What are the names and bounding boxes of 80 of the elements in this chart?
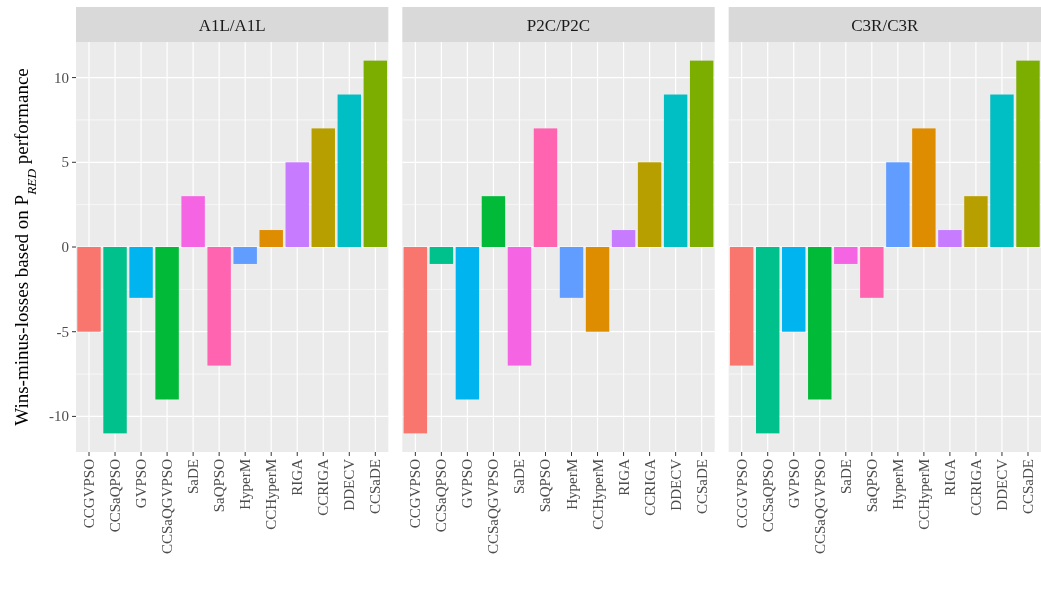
bar: [756, 247, 780, 434]
x-tick-label: GVPSO: [785, 458, 802, 509]
y-tick-label: 10: [54, 69, 69, 86]
x-tick-label: DDECV: [667, 458, 684, 511]
bar: [233, 247, 257, 264]
x-tick-label: CCSaQPSO: [107, 458, 124, 533]
x-tick-label: SaQPSO: [863, 458, 880, 513]
chart-title: C3R/C3R: [851, 15, 920, 35]
bar: [129, 247, 153, 298]
x-tick-label: CCSaDE: [693, 459, 710, 515]
x-tick-label: HyperM: [563, 459, 580, 510]
x-tick-label: SaQPSO: [211, 458, 228, 513]
x-tick-label: SaQPSO: [537, 458, 554, 513]
x-tick-label: CCRIGA: [967, 458, 984, 516]
y-tick-label: 0: [61, 239, 69, 255]
x-tick-label: CCGVPSO: [733, 458, 750, 529]
bar: [663, 94, 688, 247]
bar: [559, 247, 584, 298]
bar: [637, 162, 662, 247]
bar: [990, 94, 1014, 247]
bar: [834, 247, 858, 264]
x-tick-label: RIGA: [289, 458, 306, 496]
bar: [363, 60, 388, 247]
bar: [729, 247, 754, 366]
x-tick-label: CCSaQGVPSO: [159, 458, 176, 555]
bar: [285, 162, 309, 247]
x-tick-label: RIGA: [941, 458, 958, 496]
bar: [585, 247, 610, 332]
bar: [77, 247, 101, 332]
bar: [938, 230, 962, 247]
bar: [507, 247, 532, 366]
bar: [886, 162, 910, 247]
bar: [481, 196, 506, 247]
x-tick-label: CCGVPSO: [81, 458, 98, 529]
bar: [337, 94, 361, 247]
bar: [860, 247, 884, 298]
y-tick-label: -10: [49, 408, 69, 425]
x-tick-label: SaDE: [837, 459, 854, 494]
chart-title: A1L/A1L: [198, 15, 266, 35]
x-tick-label: GVPSO: [133, 458, 150, 509]
x-tick-label: HyperM: [237, 459, 254, 510]
bar: [782, 247, 806, 332]
x-tick-label: DDECV: [993, 458, 1010, 511]
bar: [181, 196, 205, 247]
x-tick-label: CCHyperM: [915, 459, 932, 530]
x-tick-label: CCHyperM: [263, 459, 280, 530]
x-tick-label: CCRIGA: [641, 458, 658, 516]
bar: [103, 247, 127, 434]
bar: [207, 247, 231, 366]
x-tick-label: RIGA: [615, 458, 632, 496]
bar: [689, 60, 714, 247]
x-tick-label: GVPSO: [459, 458, 476, 509]
y-tick-label: 5: [61, 154, 69, 171]
x-tick-label: CCGVPSO: [407, 458, 424, 529]
x-tick-label: CCSaQGVPSO: [485, 458, 502, 555]
bar: [403, 247, 428, 434]
bar: [259, 230, 283, 247]
bar: [964, 196, 988, 247]
x-tick-label: CCSaDE: [1019, 459, 1036, 515]
x-tick-label: CCSaQPSO: [433, 458, 450, 533]
x-tick-label: CCRIGA: [315, 458, 332, 516]
bar: [611, 230, 636, 247]
bar: [429, 247, 454, 264]
x-tick-label: CCSaQGVPSO: [811, 458, 828, 555]
x-tick-label: CCHyperM: [589, 459, 606, 530]
bar: [808, 247, 832, 400]
y-tick-label: -5: [56, 323, 69, 340]
bar: [533, 128, 558, 247]
bar: [912, 128, 936, 247]
bar: [455, 247, 480, 400]
x-tick-label: SaDE: [185, 459, 202, 494]
x-tick-label: DDECV: [341, 458, 358, 511]
x-tick-label: CCSaDE: [367, 459, 384, 515]
x-tick-label: HyperM: [889, 459, 906, 510]
bar: [155, 247, 179, 400]
x-tick-label: CCSaQPSO: [759, 458, 776, 533]
bar: [311, 128, 335, 247]
bar: [1016, 60, 1040, 247]
x-tick-label: SaDE: [511, 459, 528, 494]
chart-title: P2C/P2C: [526, 15, 591, 35]
